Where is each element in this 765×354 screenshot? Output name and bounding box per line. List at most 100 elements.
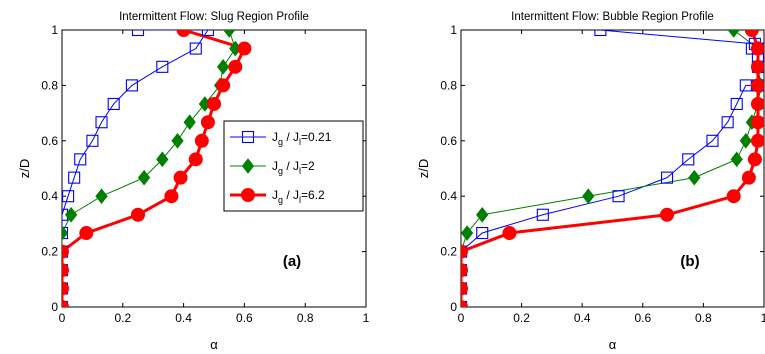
x-tick-label: 0: [458, 311, 465, 325]
series-group: [62, 30, 252, 307]
series-line: [62, 30, 246, 307]
data-point: [750, 96, 764, 111]
x-tick-label: 0.4: [175, 311, 192, 325]
data-point: [68, 171, 81, 184]
panel-label: (a): [283, 253, 301, 270]
y-tick-label: 0.4: [41, 189, 58, 203]
data-point: [86, 134, 99, 147]
data-point: [62, 244, 69, 259]
data-point: [594, 30, 607, 37]
data-point: [461, 225, 474, 241]
legend-label: Jg / Jl=0.21: [272, 130, 332, 147]
y-tick-label: 0.8: [41, 78, 58, 92]
data-point: [62, 190, 75, 203]
x-axis-label: α: [609, 337, 617, 352]
y-tick-label: 0.8: [440, 78, 457, 92]
legend-label: Jg / Jl=2: [272, 159, 315, 176]
legend-marker: [241, 158, 255, 174]
data-point: [216, 78, 231, 93]
x-tick-label: 0.2: [114, 311, 131, 325]
plot-area: [460, 29, 765, 308]
data-point: [176, 30, 191, 37]
data-point: [156, 151, 169, 168]
data-point: [739, 132, 752, 149]
y-tick-label: 0.6: [41, 134, 58, 148]
data-point: [62, 281, 69, 296]
data-point: [125, 79, 138, 92]
data-point: [131, 30, 145, 37]
data-point: [107, 97, 120, 111]
data-point: [156, 60, 169, 73]
legend: Jg / Jl=0.21 Jg / Jl=2 Jg / Jl=6.2: [223, 120, 364, 212]
y-tick-label: 0.2: [41, 245, 58, 259]
data-point: [461, 281, 468, 296]
y-tick-label: 0.4: [440, 189, 457, 203]
data-point: [237, 41, 252, 56]
data-point: [750, 115, 764, 130]
data-point: [173, 170, 188, 185]
y-tick-label: 0: [450, 300, 457, 314]
x-tick-label: 0.6: [634, 311, 651, 325]
data-point: [131, 207, 145, 222]
y-axis-label: z/D: [416, 159, 431, 179]
data-point: [207, 96, 221, 111]
data-point: [461, 263, 468, 278]
data-point: [216, 59, 230, 75]
y-tick-label: 0.2: [440, 245, 457, 259]
legend-label: Jg / Jl=6.2: [272, 188, 325, 205]
data-point: [201, 30, 214, 37]
data-point: [741, 170, 756, 185]
data-point: [200, 115, 215, 130]
data-point: [660, 171, 674, 184]
data-point: [228, 59, 243, 74]
legend-marker: [241, 188, 255, 202]
data-point: [64, 206, 78, 223]
data-point: [164, 189, 179, 204]
data-point: [95, 116, 108, 129]
data-point: [688, 169, 701, 186]
x-tick-label: 0.8: [297, 311, 314, 325]
series-line: [62, 30, 236, 307]
data-point: [747, 152, 762, 167]
data-point: [726, 189, 741, 204]
data-point: [62, 263, 69, 278]
data-point: [750, 78, 764, 93]
data-point: [744, 30, 759, 37]
data-point: [79, 226, 94, 241]
data-point: [194, 133, 209, 148]
data-point: [95, 188, 108, 205]
y-tick-label: 0.6: [440, 134, 457, 148]
data-point: [223, 30, 236, 38]
x-tick-label: 0.4: [574, 311, 591, 325]
data-point: [706, 134, 719, 147]
data-point: [660, 207, 675, 222]
data-point: [730, 97, 743, 111]
series-line: [461, 30, 760, 307]
data-point: [536, 208, 549, 221]
x-tick-label: 1: [761, 311, 765, 325]
data-point: [189, 42, 202, 55]
data-point: [682, 153, 695, 166]
x-tick-label: 0.8: [695, 311, 712, 325]
series-line: [62, 30, 209, 307]
data-point: [750, 59, 764, 74]
data-point: [74, 153, 87, 166]
data-point: [62, 225, 69, 241]
data-point: [730, 151, 743, 168]
series-group: [461, 30, 764, 307]
data-point: [582, 188, 595, 205]
data-point: [750, 133, 764, 148]
data-point: [612, 190, 625, 203]
legend-marker: [241, 130, 255, 144]
x-tick-label: 0.6: [236, 311, 253, 325]
chart-title: Intermittent Flow: Slug Region Profile: [119, 11, 309, 23]
x-tick-label: 0.2: [513, 311, 530, 325]
data-point: [750, 41, 764, 56]
data-point: [727, 30, 740, 38]
data-point: [171, 132, 184, 149]
y-tick-label: 0: [51, 300, 58, 314]
data-point: [476, 226, 489, 240]
x-tick-label: 0: [59, 311, 66, 325]
